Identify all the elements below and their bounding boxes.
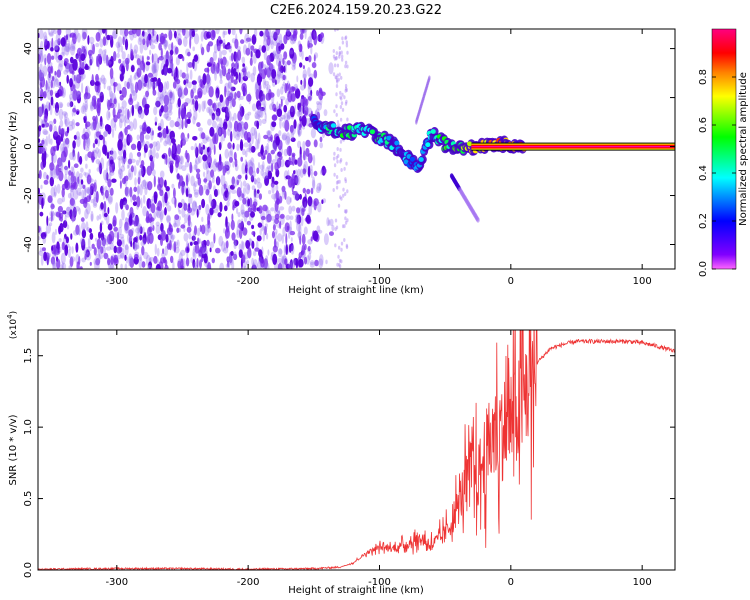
spectrogram-y-tick-label: 40	[23, 42, 34, 55]
spectrogram-y-tick-label: -40	[23, 236, 34, 252]
colorbar-label: Normalized spectral amplitude	[738, 72, 749, 226]
colorbar-tick-label: 0.4	[698, 165, 709, 181]
snr-y-tick-label: 1.5	[23, 348, 34, 364]
colorbar-tick-label: 0.2	[698, 213, 709, 229]
spectrogram-y-axis-label: Frequency (Hz)	[8, 111, 19, 187]
snr-y-multiplier: (x104)	[6, 311, 19, 339]
snr-panel: -300 -200 -100 0 100 0.0 0.5 1.0 1.5 Height of …	[6, 311, 676, 596]
snr-x-tick-label: 0	[508, 577, 514, 588]
spectrogram-y-ticks: -40 -20 0 20 40	[23, 42, 675, 253]
spectrogram-y-tick-label: 0	[23, 143, 34, 149]
spectrogram-carrier-line	[471, 142, 675, 151]
colorbar-tick-label: 0.0	[698, 261, 709, 277]
snr-y-axis-label: SNR (10 * v/v)	[8, 414, 19, 485]
colorbar-ticks: 0.0 0.2 0.4 0.6 0.8	[698, 69, 736, 277]
spectrogram-x-ticks: -300 -200 -100 0 100	[105, 29, 652, 287]
colorbar-gradient	[712, 29, 736, 269]
colorbar-frame	[711, 28, 737, 270]
colorbar-tick-label: 0.6	[698, 117, 709, 133]
snr-y-tick-label: 0.0	[23, 562, 34, 578]
snr-x-tick-label: -100	[368, 577, 391, 588]
snr-x-tick-label: -300	[105, 577, 128, 588]
snr-series	[38, 330, 675, 570]
snr-x-ticks: -300 -200 -100 0 100	[105, 330, 652, 588]
spectrogram-heatmap	[38, 29, 675, 269]
spectrogram-x-tick-label: -200	[237, 276, 260, 287]
spectrogram-x-tick-label: -100	[368, 276, 391, 287]
spectrogram-x-tick-label: 0	[508, 276, 514, 287]
snr-y-tick-label: 1.0	[23, 419, 34, 435]
spectrogram-y-tick-label: 20	[23, 91, 34, 104]
snr-plot-area	[38, 330, 675, 570]
spectrogram-noise-field	[38, 29, 349, 269]
snr-y-ticks: 0.0 0.5 1.0 1.5	[23, 348, 675, 578]
snr-y-tick-label: 0.5	[23, 491, 34, 507]
snr-x-tick-label: 100	[633, 577, 652, 588]
snr-x-axis-label: Height of straight line (km)	[288, 585, 424, 596]
spectrogram-x-tick-label: 100	[633, 276, 652, 287]
spectrogram-frame	[37, 28, 676, 270]
snr-x-tick-label: -200	[237, 577, 260, 588]
colorbar: 0.0 0.2 0.4 0.6 0.8 Normalized spectral ampl…	[698, 28, 749, 277]
spectrogram-x-axis-label: Height of straight line (km)	[288, 285, 424, 296]
figure-title: C2E6.2024.159.20.23.G22	[270, 3, 442, 18]
spectrogram-x-tick-label: -300	[105, 276, 128, 287]
colorbar-tick-label: 0.8	[698, 69, 709, 85]
snr-series-line	[38, 330, 675, 570]
snr-frame	[37, 329, 676, 571]
spectrogram-y-tick-label: -20	[23, 187, 34, 203]
